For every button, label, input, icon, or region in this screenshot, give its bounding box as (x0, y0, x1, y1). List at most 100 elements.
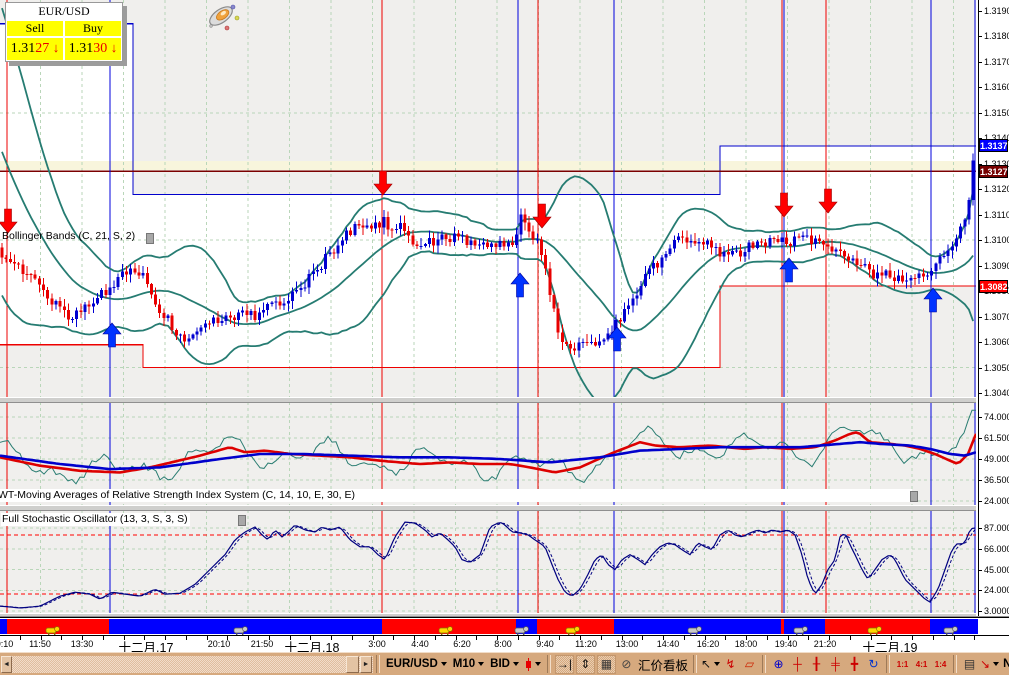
time-axis-tick (912, 636, 913, 640)
symbol-select[interactable]: EUR/USD (386, 658, 447, 670)
time-axis-tick (20, 636, 21, 640)
template-icon[interactable]: ▤ (963, 657, 976, 671)
buy-down-arrow-icon: ↓ (110, 40, 118, 55)
zoom-in-icon[interactable]: ⊕ (773, 657, 784, 671)
rsi-axis-label: 74.0000 (984, 412, 1009, 422)
price-axis-label: 1.3170 (984, 57, 1009, 67)
bull-session-segment (0, 619, 7, 634)
time-axis-tick (269, 636, 270, 640)
rsi-label-handle[interactable] (910, 491, 918, 502)
time-axis[interactable]: 10:10 11:50 13:30 十二月.17 20:10 21:50 十二月.18 3:0… (0, 635, 1009, 655)
order-arrow-icon[interactable]: ↘ (980, 656, 1000, 673)
symbol-select-label: EUR/USD (386, 658, 438, 670)
quote-box[interactable]: EUR/USD Sell Buy 1.3127 ↓ 1.3130 ↓ (5, 2, 123, 62)
candles-layer (0, 7, 975, 397)
bar-spacing-icon[interactable]: ▦ (596, 654, 616, 674)
compress-left-icon[interactable]: ┼ (793, 657, 802, 671)
scale-1-4-icon[interactable]: 1:4 (934, 659, 947, 669)
compress-both-icon[interactable]: ╪ (831, 657, 840, 671)
scroll-to-end-icon[interactable]: →| (554, 654, 574, 674)
buy-price-main: 1.31 (68, 41, 94, 56)
bull-session-segment (514, 619, 537, 635)
bottom-toolbar: ◄ ► EUR/USD M10 BID →| ⇕ ▦ ⊘ 汇价看板 ↖ ↯ ▱ ⊕ ┼ ╂ ╪ ╋ ↻ 1:1 4:… (0, 652, 1009, 675)
price-axis-tick (978, 138, 982, 139)
stoch-axis-tick (978, 590, 982, 591)
stoch-label-handle[interactable] (238, 515, 246, 526)
bull-session-segment (784, 619, 825, 635)
time-axis-label: 8:00 (494, 639, 512, 649)
time-axis-tick (476, 636, 477, 640)
expand-bars-icon[interactable]: ╋ (850, 657, 859, 671)
time-axis-tick (746, 636, 747, 640)
stoch-axis-tick (978, 611, 982, 612)
time-axis-tick (933, 636, 934, 640)
rsi-axis-tick (978, 417, 982, 418)
price-axis-tick (978, 113, 982, 114)
time-axis-tick (41, 636, 42, 640)
scale-4-1-icon[interactable]: 4:1 (915, 659, 928, 669)
buy-price[interactable]: 1.3130 ↓ (65, 38, 121, 60)
chart-plot-area[interactable] (0, 0, 976, 616)
time-axis-tick (227, 636, 228, 640)
time-axis-tick (373, 636, 374, 640)
scroll-left-button[interactable]: ◄ (1, 655, 12, 673)
time-axis-label: 3:00 (368, 639, 386, 649)
period-select[interactable]: M10 (452, 658, 485, 670)
price-axis[interactable]: 1.3190 1.3180 1.3170 1.3160 1.3150 1.3140 1.31… (976, 0, 1009, 616)
bull-icon (943, 622, 958, 640)
toolbar-separator (762, 655, 767, 673)
stoch-axis-label: 24.0000 (984, 585, 1009, 595)
bar-height-icon[interactable]: ⇕ (575, 654, 595, 674)
account-select[interactable]: N/A (1003, 658, 1009, 670)
time-axis-tick (518, 636, 519, 640)
time-axis-label: 13:00 (615, 639, 639, 649)
pointer-tool-icon[interactable]: ↖ (701, 656, 721, 673)
stoch-label: Full Stochastic Oscillator (13, 3, S, 3,… (1, 513, 190, 526)
time-axis-tick (497, 636, 498, 640)
time-axis-tick (144, 636, 145, 640)
bull-icon (514, 622, 529, 640)
price-axis-tick (978, 368, 982, 369)
chevron-down-icon (512, 662, 519, 666)
trendline-tool-icon[interactable]: ↯ (725, 657, 736, 671)
shape-tool-icon[interactable]: ▱ (744, 657, 755, 671)
sell-price[interactable]: 1.3127 ↓ (7, 38, 63, 60)
panel-separator[interactable] (0, 397, 1009, 403)
session-bar (0, 617, 1009, 636)
time-axis-label: 9:40 (536, 639, 554, 649)
chevron-down-icon (993, 662, 1000, 666)
crosshair-off-icon[interactable]: ⊘ (621, 657, 632, 671)
sell-signal-arrow (0, 208, 18, 234)
chart-style-select[interactable] (525, 657, 541, 671)
candle-style-icon (525, 657, 532, 671)
rsi-axis-label: 36.5000 (984, 475, 1009, 485)
price-axis-tick (978, 87, 982, 88)
bollinger-label-handle[interactable] (146, 233, 154, 244)
price-type-select[interactable]: BID (490, 658, 519, 670)
refresh-icon[interactable]: ↻ (868, 657, 879, 671)
horizontal-scrollbar[interactable]: ◄ ► (1, 655, 373, 673)
quote-board-button[interactable]: 汇价看板 (637, 658, 688, 673)
compress-up-icon[interactable]: ╂ (812, 657, 821, 671)
time-axis-tick (601, 636, 602, 640)
bear-icon (565, 622, 580, 640)
stoch-axis-tick (978, 528, 982, 529)
stoch-axis-tick (978, 549, 982, 550)
time-axis-tick (871, 636, 872, 640)
buy-signal-arrow (102, 322, 122, 348)
rsi-layer (0, 409, 976, 485)
time-axis-tick (103, 636, 104, 640)
time-axis-label: 十二月.18 (284, 641, 340, 655)
time-axis-tick (393, 636, 394, 640)
scroll-right-button[interactable]: ► (360, 655, 372, 673)
period-select-label: M10 (452, 658, 476, 670)
rsi-axis-tick (978, 459, 982, 460)
price-axis-tick (978, 36, 982, 37)
scrollbar-thumb[interactable] (346, 655, 359, 673)
scale-1-1-icon[interactable]: 1:1 (896, 659, 909, 669)
rsi-axis-tick (978, 438, 982, 439)
panel-separator (0, 613, 1009, 617)
rsi-axis-label: 61.5000 (984, 433, 1009, 443)
time-axis-label: 21:20 (813, 639, 837, 649)
panel-separator[interactable] (0, 505, 1009, 511)
